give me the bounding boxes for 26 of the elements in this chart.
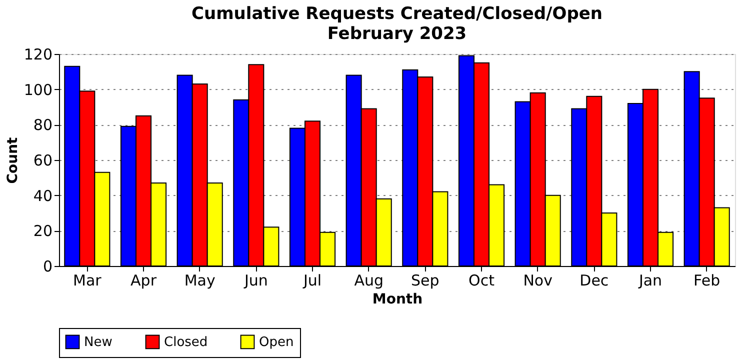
x-axis-title: Month xyxy=(372,292,423,308)
legend-label: Open xyxy=(259,334,294,350)
x-tick-label: Jul xyxy=(302,272,322,290)
x-tick-label: Jan xyxy=(638,272,662,290)
chart-title: Cumulative Requests Created/Closed/Open xyxy=(191,4,603,24)
y-tick-label: 0 xyxy=(42,258,52,276)
x-tick-label: Feb xyxy=(694,272,720,290)
x-tick-label: Dec xyxy=(580,272,609,290)
x-tick-label: Mar xyxy=(73,272,102,290)
legend-label: Closed xyxy=(164,334,208,350)
y-tick-label: 120 xyxy=(24,46,52,64)
y-tick-label: 100 xyxy=(24,80,52,99)
chart-subtitle: February 2023 xyxy=(327,24,467,44)
x-tick-label: Jun xyxy=(243,272,268,290)
y-tick-label: 60 xyxy=(33,152,52,170)
x-tick-label: Nov xyxy=(523,272,553,290)
y-tick-label: 80 xyxy=(33,116,52,134)
y-tick-label: 20 xyxy=(33,222,52,240)
x-tick-label: Aug xyxy=(354,272,384,290)
y-tick-label: 40 xyxy=(33,186,52,205)
x-tick-label: Apr xyxy=(130,272,158,290)
legend-label: New xyxy=(84,334,113,350)
x-tick-label: May xyxy=(184,272,216,290)
x-tick-label: Oct xyxy=(468,272,495,290)
y-axis-title: Count xyxy=(4,136,21,184)
x-tick-label: Sep xyxy=(411,272,440,290)
